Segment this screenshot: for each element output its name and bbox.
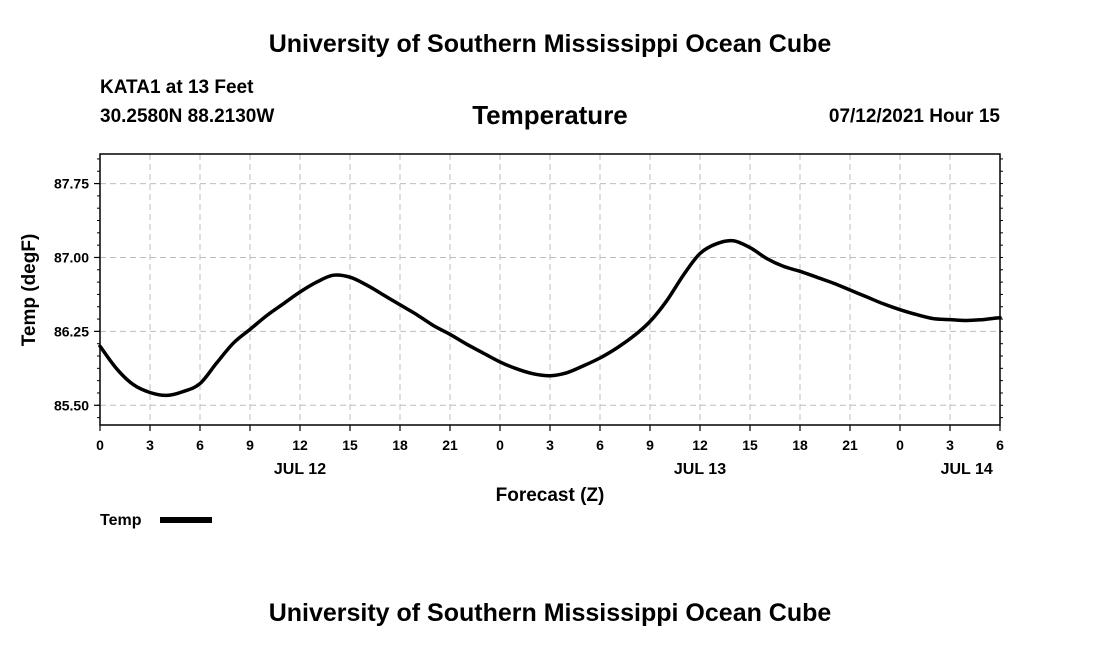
chart-title: Temperature: [472, 100, 628, 130]
x-tick-label: 6: [996, 437, 1004, 453]
x-tick-label: 12: [692, 437, 708, 453]
station-label: KATA1 at 13 Feet: [100, 77, 254, 98]
series-line-temp: [98, 238, 1002, 398]
x-tick-label: 12: [292, 437, 308, 453]
x-tick-label: 15: [742, 437, 758, 453]
x-tick-label: 21: [442, 437, 458, 453]
x-axis-ticks: 0 3 6 9 12 15 18 21 0 3 6 9 12 15 18 21 0 3 6: [96, 425, 1004, 453]
date-labels: JUL 12 JUL 13 JUL 14: [274, 461, 993, 478]
legend-label-temp: Temp: [100, 512, 142, 529]
y-tick-label: 87.00: [54, 249, 89, 265]
station-coordinates: 30.2580N 88.2130W: [100, 106, 275, 127]
x-tick-label: 0: [96, 437, 104, 453]
legend: Temp: [100, 512, 212, 529]
x-tick-label: 18: [392, 437, 408, 453]
x-tick-label: 21: [842, 437, 858, 453]
y-tick-label: 87.75: [54, 176, 89, 192]
x-tick-label: 3: [546, 437, 554, 453]
x-tick-label: 18: [792, 437, 808, 453]
x-tick-label: 9: [246, 437, 254, 453]
x-tick-label: 6: [596, 437, 604, 453]
y-tick-label: 86.25: [54, 323, 89, 339]
forecast-datetime: 07/12/2021 Hour 15: [828, 106, 1000, 127]
x-tick-label: 3: [146, 437, 154, 453]
date-label: JUL 12: [274, 461, 326, 478]
x-axis-label: Forecast (Z): [496, 485, 605, 506]
x-tick-label: 9: [646, 437, 654, 453]
x-tick-label: 6: [196, 437, 204, 453]
date-label: JUL 14: [941, 461, 993, 478]
series-layer: [98, 238, 1002, 398]
x-tick-label: 3: [946, 437, 954, 453]
bottom-title: University of Southern Mississippi Ocean…: [268, 599, 832, 627]
x-tick-label: 0: [896, 437, 904, 453]
x-tick-label: 15: [342, 437, 358, 453]
y-axis-ticks: 85.50 86.25 87.00 87.75: [54, 176, 100, 413]
y-axis-label: Temp (degF): [19, 234, 40, 347]
date-label: JUL 13: [674, 461, 726, 478]
top-title: University of Southern Mississippi Ocean…: [268, 30, 832, 58]
y-tick-label: 85.50: [54, 397, 89, 413]
grid-lines: [100, 154, 1000, 425]
x-tick-label: 0: [496, 437, 504, 453]
